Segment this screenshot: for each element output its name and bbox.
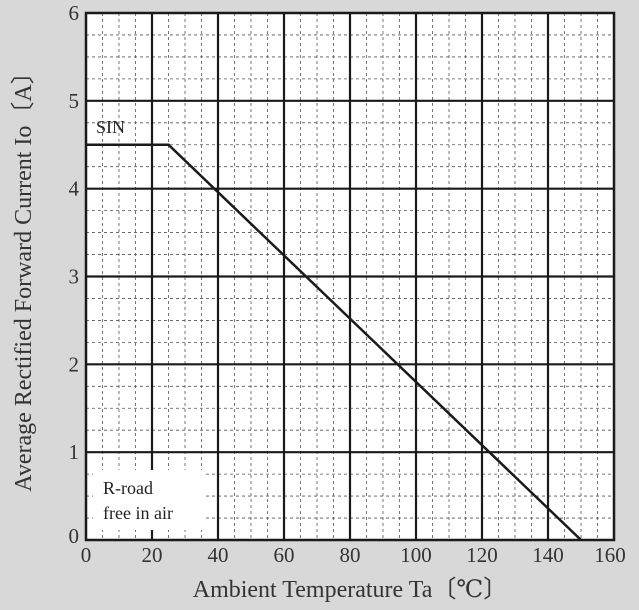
y-tick-label: 0 bbox=[69, 524, 80, 548]
y-tick-label: 1 bbox=[69, 440, 80, 464]
x-tick-label: 20 bbox=[142, 543, 163, 567]
annotation-line-1: R-road bbox=[103, 478, 153, 498]
series-layer bbox=[86, 143, 582, 541]
x-tick-label: 0 bbox=[81, 543, 92, 567]
x-tick-label: 100 bbox=[400, 543, 432, 567]
plot-frame bbox=[84, 11, 616, 542]
x-axis-title: Ambient Temperature Ta〔℃〕 bbox=[193, 577, 508, 603]
y-tick-label: 3 bbox=[69, 265, 80, 289]
annotation-box bbox=[93, 470, 203, 530]
y-tick-labels: 0 1 2 3 4 5 6 bbox=[69, 1, 80, 548]
series-line-sin bbox=[86, 143, 582, 541]
x-tick-label: 60 bbox=[274, 543, 295, 567]
x-tick-label: 160 bbox=[594, 543, 626, 567]
x-tick-label: 120 bbox=[466, 543, 498, 567]
y-tick-label: 2 bbox=[69, 352, 80, 376]
y-axis-title: Average Rectified Forward Current Io〔A〕 bbox=[11, 60, 37, 491]
x-tick-label: 40 bbox=[208, 543, 229, 567]
y-tick-label: 4 bbox=[69, 177, 80, 201]
series-label-sin: SIN bbox=[96, 117, 125, 137]
x-tick-label: 80 bbox=[340, 543, 361, 567]
x-tick-labels: 0 20 40 60 80 100 120 140 160 bbox=[81, 543, 626, 567]
annotation-line-2: free in air bbox=[103, 503, 173, 523]
y-tick-label: 6 bbox=[69, 1, 80, 25]
x-tick-label: 140 bbox=[532, 543, 564, 567]
y-tick-label: 5 bbox=[69, 89, 80, 113]
major-gridlines bbox=[86, 13, 614, 540]
